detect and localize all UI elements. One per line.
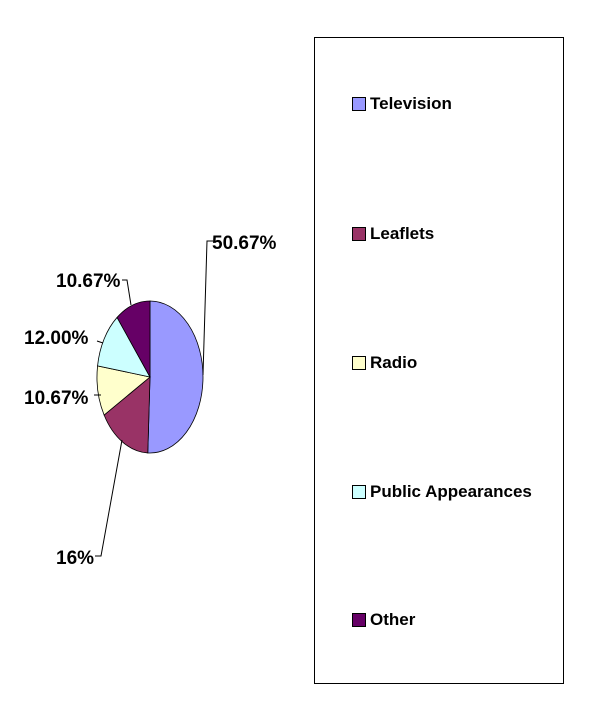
legend-item-leaflets: Leaflets (352, 223, 434, 245)
data-label-leaflets: 16% (56, 548, 94, 569)
legend-swatch-radio (352, 356, 366, 370)
data-label-television: 50.67% (212, 233, 277, 254)
legend-swatch-public-appearances (352, 485, 366, 499)
legend-swatch-leaflets (352, 227, 366, 241)
legend-label-radio: Radio (370, 353, 418, 372)
leader-line-television (202, 240, 213, 376)
legend-item-television: Television (352, 93, 452, 115)
legend-label-public-appearances: Public Appearances (370, 482, 532, 501)
legend-label-leaflets: Leaflets (370, 224, 435, 243)
legend-item-radio: Radio (352, 352, 417, 374)
pie-slice-leaflets (103, 376, 151, 454)
data-label-radio: 10.67% (24, 388, 89, 409)
legend-item-other: Other (352, 609, 415, 631)
legend-swatch-other (352, 613, 366, 627)
leader-line-other (122, 279, 132, 306)
pie-slice-television (147, 300, 204, 454)
data-label-public-appearances: 12.00% (24, 328, 89, 349)
data-label-other: 10.67% (56, 271, 121, 292)
legend-label-television: Television (370, 94, 452, 113)
legend: Television Leaflets Radio Public Appeara… (314, 37, 564, 684)
legend-swatch-television (352, 97, 366, 111)
legend-item-public-appearances: Public Appearances (352, 481, 532, 503)
legend-label-other: Other (370, 610, 416, 629)
pie-slice-other (116, 300, 151, 378)
leader-line-leaflets (95, 439, 123, 557)
leader-line-public-appearances (96, 340, 104, 344)
